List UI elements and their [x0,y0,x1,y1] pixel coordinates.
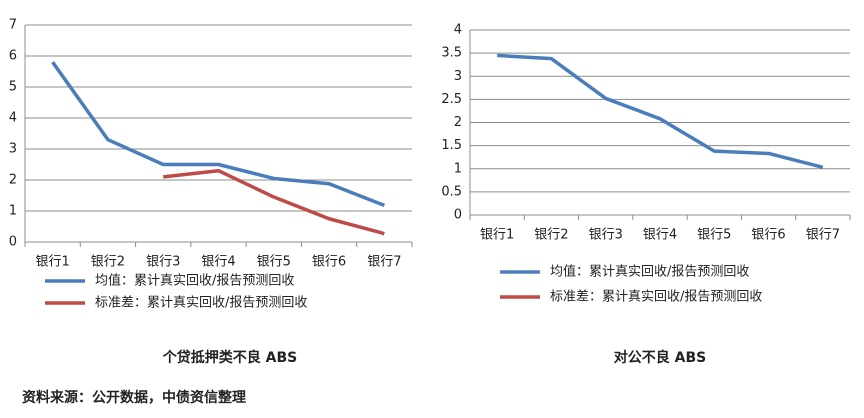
legend-label: 均值：累计真实回收/报告预测回收 [550,264,749,280]
x-tick-label: 银行4 [643,228,677,243]
legend-label: 标准差：累计真实回收/报告预测回收 [95,296,307,311]
x-tick-label: 银行6 [751,228,785,243]
chart-title: 对公不良 ABS [614,349,706,366]
x-tick-label: 银行2 [534,228,568,243]
x-tick-label: 银行1 [36,255,70,270]
y-tick-label: 6 [9,49,17,64]
source-note: 资料来源：公开数据，中债资信整理 [22,389,246,406]
y-tick-label: 4 [9,111,17,126]
series-line [51,61,385,208]
chart-title: 个贷抵押类不良 ABS [162,349,297,366]
y-tick-label: 5 [9,80,17,95]
series-line [497,53,824,170]
y-tick-label: 1 [454,161,462,176]
x-tick-label: 银行7 [806,228,840,243]
legend-label: 标准差：累计真实回收/报告预测回收 [550,290,762,305]
y-tick-label: 4 [454,23,462,38]
x-tick-label: 银行5 [697,228,731,243]
legend-label: 均值：累计真实回收/报告预测回收 [95,273,294,289]
x-tick-label: 银行3 [146,255,180,270]
x-tick-label: 银行1 [480,228,514,243]
y-tick-label: 0 [9,235,17,250]
x-tick-label: 银行2 [91,255,125,270]
y-tick-label: 3 [9,142,17,157]
y-tick-label: 7 [9,18,17,33]
y-tick-label: 0 [454,208,462,223]
x-tick-label: 银行4 [201,255,235,270]
y-tick-label: 2 [454,115,462,130]
y-tick-label: 3 [454,69,462,84]
x-tick-label: 银行7 [367,255,401,270]
y-tick-label: 3.5 [441,46,462,61]
y-tick-label: 2.5 [441,92,462,107]
y-tick-label: 0.5 [441,184,462,199]
series-line [163,168,385,236]
x-tick-label: 银行5 [257,255,291,270]
y-tick-label: 1 [9,204,17,219]
y-tick-label: 2 [9,173,17,188]
y-tick-label: 1.5 [441,138,462,153]
x-tick-label: 银行3 [589,228,623,243]
x-tick-label: 银行6 [312,255,346,270]
